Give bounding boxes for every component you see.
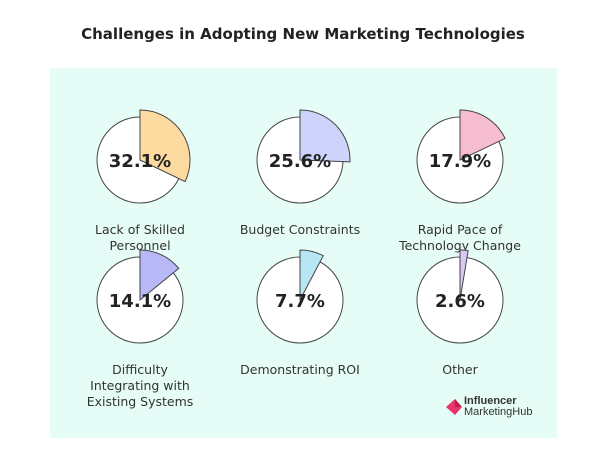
- chart-title: Challenges in Adopting New Marketing Tec…: [81, 25, 525, 43]
- pie-slice: [299, 109, 351, 163]
- slice-value-label: 14.1%: [109, 291, 171, 312]
- category-label: Rapid Pace of Technology Change: [399, 222, 521, 253]
- pie-chart: 2.6%: [416, 249, 504, 344]
- slice-value-label: 7.7%: [275, 291, 325, 312]
- pie-cell: 7.7% Demonstrating ROI: [220, 244, 380, 378]
- logo-icon: [446, 399, 462, 415]
- category-label: Demonstrating ROI: [240, 362, 360, 377]
- pie-chart: 17.9%: [416, 109, 506, 204]
- pie-cell: 32.1% Lack of Skilled Personnel: [60, 104, 220, 254]
- pie-chart: 32.1%: [96, 109, 191, 204]
- pie-slice: [299, 249, 324, 301]
- pie-cell: 25.6% Budget Constraints: [220, 104, 380, 238]
- pie-cell: 14.1% Difficulty Integrating with Existin…: [60, 244, 220, 410]
- category-label: Budget Constraints: [239, 222, 361, 237]
- category-label: Lack of Skilled Personnel: [95, 222, 185, 253]
- pie-cell: 17.9% Rapid Pace of Technology Change: [380, 104, 540, 254]
- logo-text-line1: Influencer: [464, 395, 517, 407]
- brand-logo: Influencer MarketingHub: [446, 395, 533, 418]
- pie-slice: [459, 249, 469, 301]
- slice-value-label: 32.1%: [109, 151, 171, 172]
- pie-chart: 25.6%: [256, 109, 351, 204]
- logo-text-line2: MarketingHub: [464, 406, 533, 418]
- slice-value-label: 17.9%: [429, 151, 491, 172]
- pie-chart: 7.7%: [256, 249, 344, 344]
- pie-chart: 14.1%: [96, 249, 184, 344]
- pie-slice: [139, 109, 191, 183]
- pie-cell: 2.6% Other: [380, 244, 540, 378]
- slice-value-label: 25.6%: [269, 151, 331, 172]
- category-label: Other: [442, 362, 478, 377]
- pie-slice: [459, 109, 506, 161]
- pie-slice: [139, 249, 180, 302]
- slice-value-label: 2.6%: [435, 291, 485, 312]
- category-label: Difficulty Integrating with Existing Sys…: [86, 362, 194, 409]
